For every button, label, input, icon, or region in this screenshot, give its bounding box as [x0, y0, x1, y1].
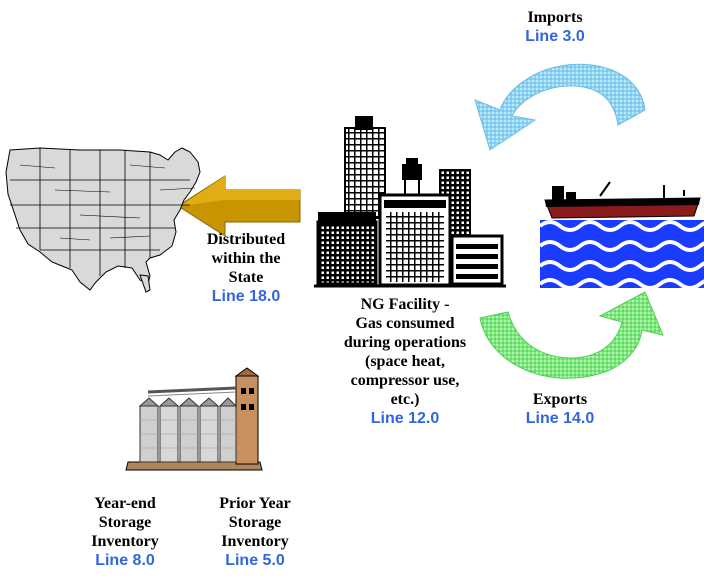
exports-label: Exports Line 14.0	[505, 390, 615, 428]
distributed-line-ref: Line 18.0	[211, 288, 281, 305]
prior-year-text-3: Inventory	[221, 533, 289, 550]
distributed-text-1: Distributed	[206, 231, 286, 248]
facility-text-2: Gas consumed	[355, 315, 455, 332]
year-end-label: Year-end Storage Inventory Line 8.0	[72, 494, 178, 570]
imports-label: Imports Line 3.0	[505, 8, 605, 46]
usa-map-icon	[5, 147, 201, 293]
imports-arrow	[474, 63, 646, 151]
facility-text-6: etc.)	[390, 391, 420, 408]
imports-title: Imports	[527, 9, 583, 26]
facility-text-5: compressor use,	[350, 372, 460, 389]
prior-year-text-1: Prior Year	[219, 495, 291, 512]
facility-text-1: NG Facility -	[360, 296, 450, 313]
facility-label: NG Facility - Gas consumed during operat…	[315, 295, 495, 428]
facility-text-3: during operations	[343, 334, 467, 351]
distributed-label: Distributed within the State Line 18.0	[186, 230, 306, 306]
prior-year-text-2: Storage	[228, 514, 282, 531]
year-end-text-3: Inventory	[91, 533, 159, 550]
year-end-text-1: Year-end	[94, 495, 156, 512]
exports-arrow	[479, 291, 664, 379]
year-end-line-ref: Line 8.0	[95, 552, 155, 569]
distributed-text-2: within the	[211, 250, 281, 267]
prior-year-label: Prior Year Storage Inventory Line 5.0	[200, 494, 310, 570]
prior-year-line-ref: Line 5.0	[225, 552, 285, 569]
storage-silos-icon	[125, 367, 263, 471]
exports-title: Exports	[532, 391, 588, 408]
imports-line-ref: Line 3.0	[525, 28, 585, 45]
exports-line-ref: Line 14.0	[525, 410, 595, 427]
distributed-text-3: State	[228, 269, 264, 286]
facility-text-4: (space heat,	[365, 353, 445, 370]
year-end-text-2: Storage	[98, 514, 152, 531]
facility-line-ref: Line 12.0	[370, 410, 440, 427]
distributed-arrow	[177, 175, 301, 237]
tanker-ship-icon	[538, 181, 704, 290]
city-buildings-icon	[314, 116, 506, 288]
